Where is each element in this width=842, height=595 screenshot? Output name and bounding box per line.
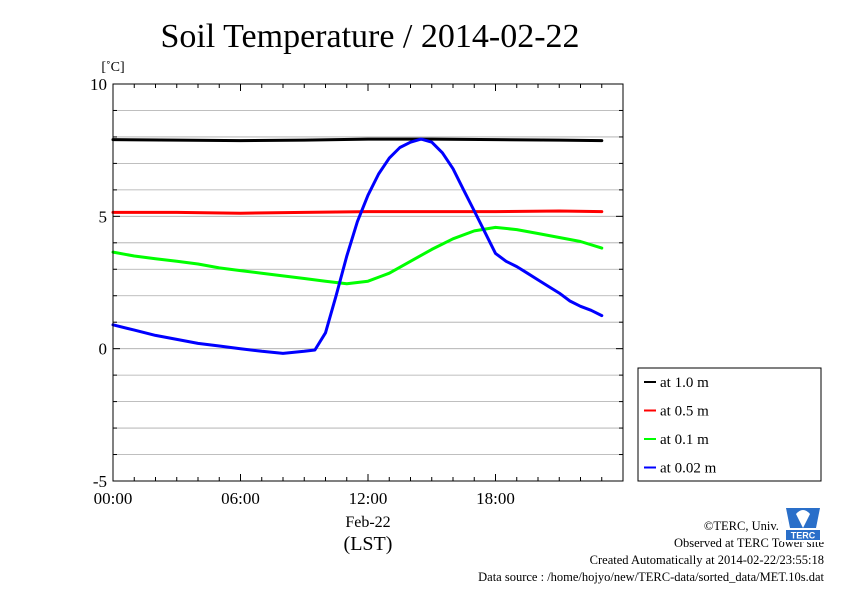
x-tick-label: 00:00 bbox=[94, 489, 133, 508]
terc-logo: TERC bbox=[782, 502, 824, 542]
series-line-1 bbox=[111, 209, 604, 215]
x-axis-label: (LST) bbox=[344, 533, 393, 555]
chart-title: Soil Temperature / 2014-02-22 bbox=[160, 18, 579, 55]
series-line-3 bbox=[111, 137, 604, 355]
y-tick-label: 0 bbox=[99, 340, 108, 359]
x-tick-label: 12:00 bbox=[349, 489, 388, 508]
y-axis-label: [˚C] bbox=[101, 60, 124, 75]
legend-label: at 0.1 m bbox=[660, 432, 709, 448]
legend-label: at 1.0 m bbox=[660, 375, 709, 391]
y-ticks: -5 0 5 10 bbox=[90, 75, 623, 491]
x-tick-label: 18:00 bbox=[476, 489, 515, 508]
date-label: Feb-22 bbox=[345, 514, 390, 531]
y-tick-label: 10 bbox=[90, 75, 107, 94]
legend-box bbox=[637, 367, 822, 482]
series-line-2 bbox=[111, 225, 604, 286]
footer-created: Created Automatically at 2014-02-22/23:5… bbox=[589, 553, 824, 567]
legend: at 1.0 m at 0.5 m at 0.1 m at 0.02 m bbox=[637, 367, 822, 482]
legend-label: at 0.02 m bbox=[660, 461, 717, 477]
y-tick-label: -5 bbox=[93, 472, 107, 491]
series-layer bbox=[111, 137, 604, 355]
gridlines bbox=[113, 110, 623, 455]
series-line-0 bbox=[111, 137, 604, 143]
logo-text: TERC bbox=[791, 531, 816, 541]
footer-source: Data source : /home/hojyo/new/TERC-data/… bbox=[478, 570, 824, 584]
x-tick-label: 06:00 bbox=[221, 489, 260, 508]
legend-label: at 0.5 m bbox=[660, 404, 709, 420]
x-ticks: 00:00 06:00 12:00 18:00 bbox=[94, 84, 603, 508]
y-tick-label: 5 bbox=[99, 207, 108, 226]
